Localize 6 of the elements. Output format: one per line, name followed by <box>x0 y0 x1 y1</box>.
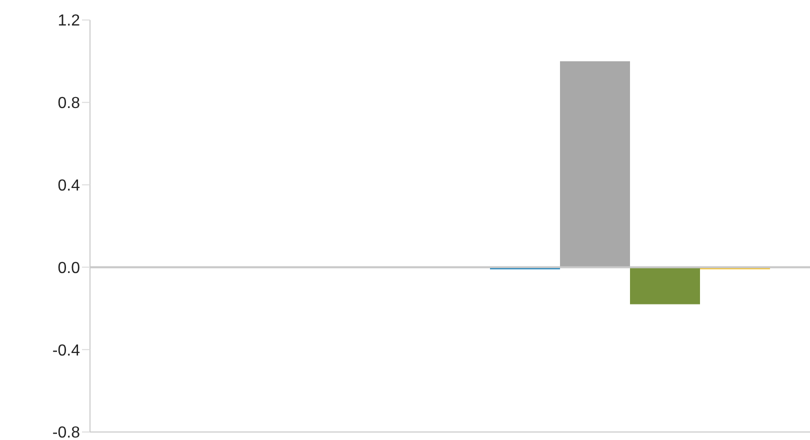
y-tick-label: -0.4 <box>52 342 80 360</box>
y-tick-label: 0.8 <box>58 95 80 112</box>
y-tick-label: -0.8 <box>52 424 80 440</box>
y-tick-label: 0.4 <box>58 177 80 194</box>
y-tick-label: 1.2 <box>58 12 80 30</box>
y-tick-label: 0.0 <box>58 260 80 277</box>
